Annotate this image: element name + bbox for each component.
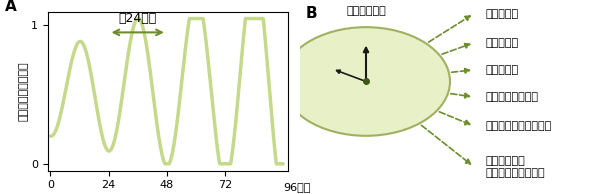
Y-axis label: ある生物活性の強さ: ある生物活性の強さ — [19, 61, 29, 121]
Text: 代謝物経路の
ホメオスタシスなど: 代謝物経路の ホメオスタシスなど — [486, 156, 545, 178]
Text: B: B — [306, 6, 317, 21]
Text: 低温ストレスへの応答: 低温ストレスへの応答 — [486, 121, 552, 131]
Text: 日長の測定: 日長の測定 — [486, 65, 519, 75]
Text: 約24時間: 約24時間 — [119, 12, 157, 25]
Circle shape — [282, 27, 450, 136]
Text: 【体内時計】: 【体内時計】 — [346, 5, 386, 16]
Text: 組織サイズの制御: 組織サイズの制御 — [486, 92, 539, 102]
Text: 気孔の開閉: 気孔の開閉 — [486, 9, 519, 19]
Text: 96時間: 96時間 — [283, 182, 311, 192]
Text: A: A — [5, 0, 17, 14]
Text: 光合成活性: 光合成活性 — [486, 38, 519, 48]
